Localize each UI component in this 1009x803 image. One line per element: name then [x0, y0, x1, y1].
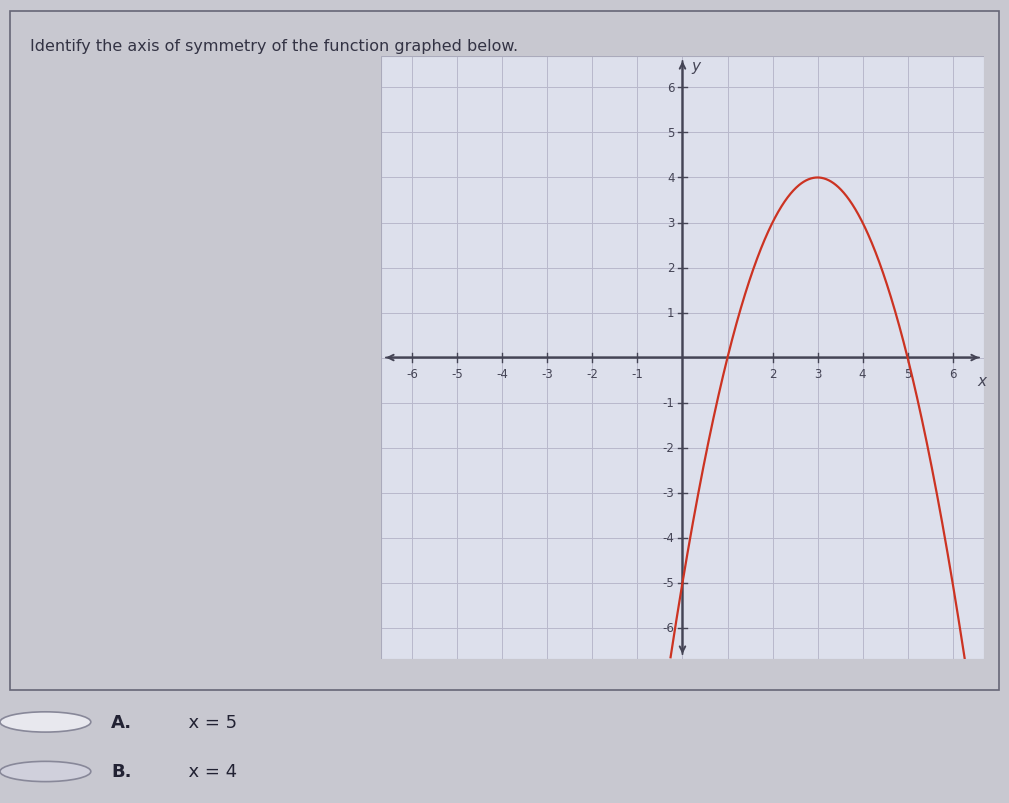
Text: -6: -6: [663, 622, 674, 634]
Text: x: x: [978, 374, 987, 389]
Circle shape: [0, 712, 91, 732]
Text: 6: 6: [667, 82, 674, 95]
Text: 3: 3: [814, 368, 821, 381]
Text: -1: -1: [663, 397, 674, 410]
Text: 4: 4: [667, 172, 674, 185]
Text: -6: -6: [407, 368, 419, 381]
Text: -3: -3: [542, 368, 553, 381]
Text: B.: B.: [111, 763, 131, 781]
Text: 2: 2: [769, 368, 776, 381]
Circle shape: [0, 761, 91, 781]
Text: Identify the axis of symmetry of the function graphed below.: Identify the axis of symmetry of the fun…: [30, 39, 518, 54]
Text: 6: 6: [948, 368, 957, 381]
Text: -2: -2: [663, 442, 674, 454]
Text: -4: -4: [663, 532, 674, 544]
Text: -1: -1: [632, 368, 644, 381]
Text: -2: -2: [586, 368, 598, 381]
Text: 1: 1: [667, 307, 674, 320]
Text: 5: 5: [667, 127, 674, 140]
Text: y: y: [691, 59, 700, 74]
Text: -5: -5: [452, 368, 463, 381]
Text: -3: -3: [663, 487, 674, 499]
Text: 5: 5: [904, 368, 911, 381]
Text: -5: -5: [663, 577, 674, 589]
Text: -4: -4: [496, 368, 509, 381]
Text: x = 5: x = 5: [177, 713, 237, 731]
Text: 2: 2: [667, 262, 674, 275]
Text: A.: A.: [111, 713, 132, 731]
Text: x = 4: x = 4: [177, 763, 237, 781]
Text: 4: 4: [859, 368, 867, 381]
Text: 3: 3: [667, 217, 674, 230]
